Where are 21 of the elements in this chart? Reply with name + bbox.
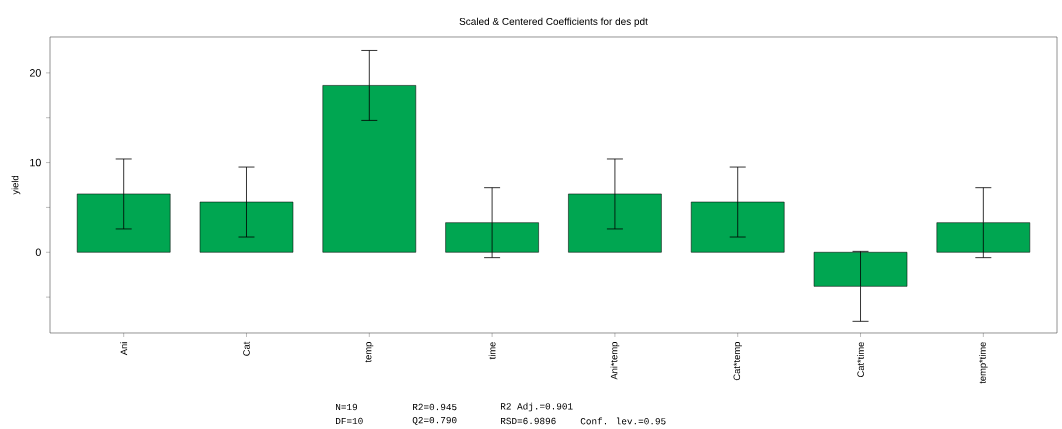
- x-tick-label: Cat: [243, 341, 250, 356]
- x-tick-label: temp: [365, 342, 374, 363]
- y-tick-label: 0: [35, 248, 41, 257]
- x-tick-label: Cat*temp: [733, 342, 742, 381]
- chart-title: Scaled & Centered Coefficients for des pdt: [459, 17, 648, 27]
- text: Q2=0.790: [412, 417, 457, 425]
- text: RSD=6.9896: [501, 417, 556, 425]
- text: R2 Adj.=0.901: [501, 402, 573, 412]
- text: DF=10: [336, 417, 363, 425]
- text: Conf. lev.=0.95: [580, 417, 666, 425]
- y-tick-label: 20: [29, 69, 41, 77]
- y-tick-label: 10: [30, 158, 41, 167]
- y-axis-title: yield: [11, 176, 21, 195]
- x-tick-label: Cat*time: [857, 342, 864, 378]
- x-tick-label: Ani: [120, 342, 128, 356]
- text: N=19: [336, 403, 358, 411]
- bar: [322, 85, 417, 253]
- x-tick-label: temp*time: [978, 342, 988, 384]
- text: R2=0.945: [413, 403, 457, 411]
- x-tick-label: time: [488, 342, 496, 360]
- x-tick-label: Ani*temp: [610, 342, 620, 380]
